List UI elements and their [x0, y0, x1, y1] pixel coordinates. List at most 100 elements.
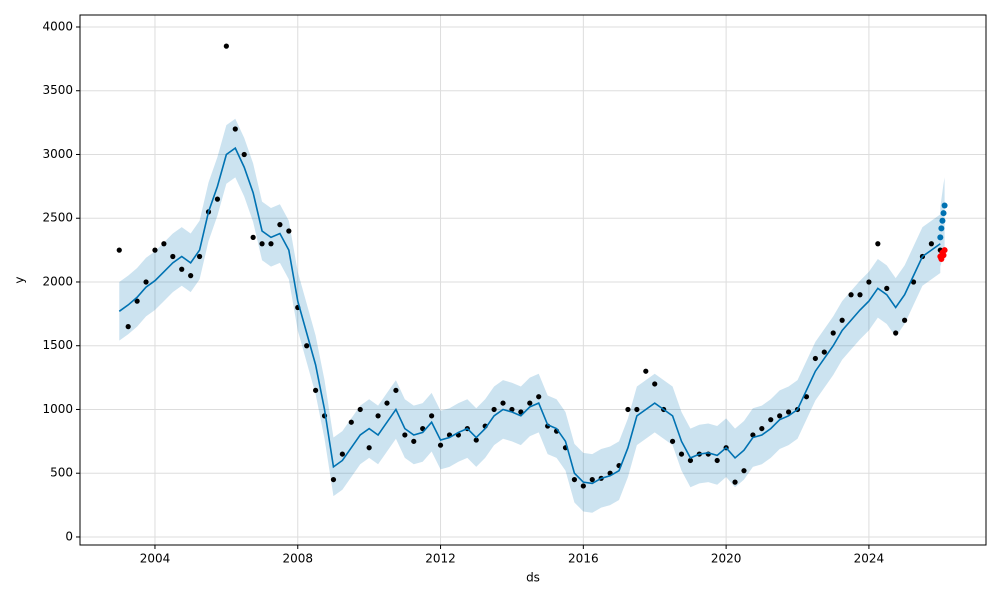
- observed-point: [785, 409, 792, 415]
- observed-point: [366, 445, 372, 451]
- forecast-point: [938, 225, 945, 232]
- observed-point: [268, 241, 274, 247]
- observed-point: [634, 406, 640, 413]
- observed-point: [161, 241, 167, 247]
- y-tick-label: 2000: [42, 274, 73, 288]
- observed-point: [188, 273, 194, 279]
- observed-point: [741, 468, 747, 474]
- observed-point: [286, 228, 292, 234]
- x-axis-label: ds: [526, 571, 540, 585]
- observed-point: [384, 400, 390, 406]
- observed-point: [893, 330, 899, 336]
- x-tick-label: 2012: [425, 552, 456, 566]
- observed-point: [357, 406, 363, 413]
- forecast-point: [940, 210, 947, 217]
- observed-point: [375, 413, 381, 419]
- y-tick-label: 4000: [42, 19, 73, 33]
- observed-point: [848, 292, 854, 298]
- observed-point: [875, 241, 881, 247]
- observed-point: [143, 279, 149, 285]
- y-tick-label: 1000: [42, 402, 73, 416]
- x-tick-label: 2008: [282, 552, 313, 566]
- x-tick-label: 2016: [568, 552, 599, 566]
- observed-point: [411, 438, 417, 444]
- observed-point: [473, 437, 479, 443]
- forecast-point: [941, 202, 948, 209]
- observed-point: [580, 483, 586, 489]
- y-tick-label: 500: [50, 466, 73, 480]
- observed-point: [277, 222, 283, 228]
- forecast-point: [937, 234, 944, 241]
- observed-point: [196, 253, 203, 260]
- observed-point: [223, 43, 229, 49]
- observed-point: [116, 247, 122, 253]
- observed-point: [125, 323, 131, 330]
- observed-point: [750, 432, 756, 438]
- observed-point: [687, 457, 694, 464]
- x-tick-label: 2024: [854, 552, 885, 566]
- forecast-point: [939, 217, 946, 224]
- observed-point: [589, 476, 595, 483]
- observed-point: [884, 285, 890, 291]
- observed-point: [821, 349, 827, 355]
- observed-point: [214, 196, 221, 202]
- y-tick-label: 3500: [42, 83, 73, 97]
- observed-point: [500, 400, 506, 406]
- observed-point: [625, 406, 631, 413]
- observed-point: [803, 394, 810, 400]
- x-tick-label: 2004: [140, 552, 171, 566]
- observed-point: [170, 253, 176, 260]
- observed-point: [152, 247, 158, 253]
- observed-point: [732, 479, 738, 485]
- observed-point: [839, 317, 845, 323]
- observed-point: [536, 394, 542, 400]
- observed-point: [429, 413, 435, 419]
- observed-point: [777, 413, 783, 419]
- observed-point: [759, 425, 765, 432]
- observed-point: [652, 381, 658, 387]
- observed-point: [241, 151, 247, 158]
- x-tick-label: 2020: [711, 552, 742, 566]
- observed-point: [928, 241, 934, 247]
- plot-frame: [79, 14, 987, 546]
- forecast-line: [118, 146, 941, 485]
- observed-point: [910, 279, 917, 285]
- observed-point: [857, 292, 863, 298]
- observed-point: [304, 343, 310, 349]
- observed-point: [179, 266, 185, 272]
- y-tick-label: 3000: [42, 147, 73, 161]
- observed-point: [402, 432, 408, 438]
- observed-point: [571, 476, 578, 483]
- observed-point: [714, 457, 720, 464]
- observed-point: [643, 368, 649, 374]
- y-axis-label: y: [13, 276, 27, 283]
- observed-point: [134, 298, 140, 304]
- observed-point: [866, 279, 872, 285]
- observed-point: [330, 476, 337, 483]
- observed-point: [678, 451, 685, 457]
- observed-point: [313, 387, 319, 393]
- actual-point: [940, 252, 947, 259]
- observed-point: [509, 406, 515, 413]
- observed-point: [812, 355, 818, 362]
- y-tick-label: 2500: [42, 211, 73, 225]
- observed-point: [348, 419, 354, 425]
- observed-point: [232, 126, 238, 132]
- observed-point: [669, 438, 676, 444]
- observed-point: [527, 400, 533, 406]
- y-tick-label: 0: [65, 529, 73, 543]
- y-tick-label: 1500: [42, 338, 73, 352]
- observed-point: [250, 234, 256, 240]
- observed-point: [393, 387, 399, 393]
- observed-point: [339, 451, 345, 457]
- observed-point: [768, 417, 774, 423]
- observed-point: [437, 442, 444, 448]
- observed-point: [902, 317, 908, 323]
- observed-point: [518, 409, 524, 415]
- observed-point: [491, 406, 497, 413]
- actual-point: [941, 247, 948, 254]
- observed-point: [259, 241, 265, 247]
- observed-point: [830, 330, 836, 336]
